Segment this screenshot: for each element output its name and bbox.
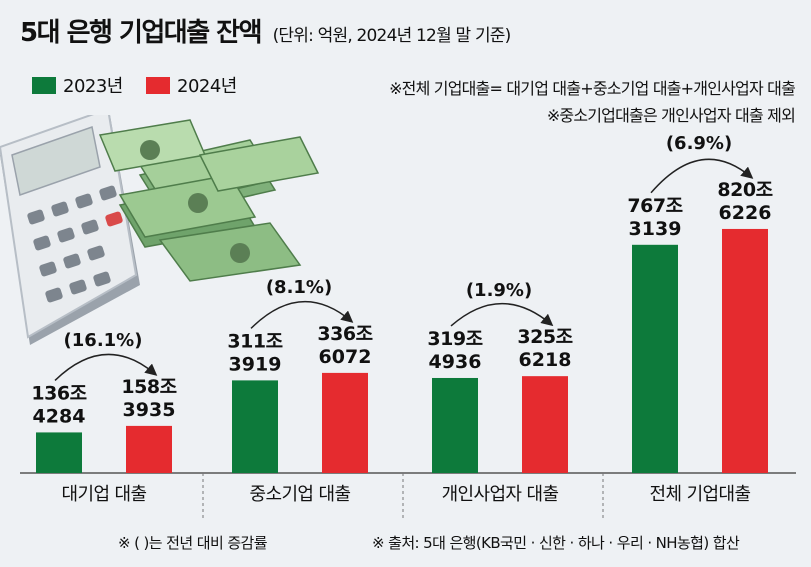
legend-label-2024: 2024년 (177, 76, 237, 97)
data-label: 3919 (229, 353, 282, 375)
category-label: 전체 기업대출 (650, 484, 751, 505)
bar (36, 432, 82, 473)
data-label: 3935 (123, 399, 176, 421)
bar (722, 228, 768, 473)
data-label: 158조 (121, 376, 176, 398)
legend-swatch-2023 (32, 76, 56, 94)
category-label: 개인사업자 대출 (442, 484, 559, 505)
bar (432, 377, 478, 473)
note-sme-definition: ※중소기업대출은 개인사업자 대출 제외 (546, 106, 796, 125)
bar (522, 376, 568, 473)
legend-swatch-2024 (146, 76, 170, 94)
data-label: 325조 (517, 326, 572, 348)
category-label: 중소기업 대출 (250, 484, 351, 505)
title-main: 5대 은행 기업대출 잔액 (20, 18, 263, 48)
growth-arrow (450, 302, 554, 327)
growth-label: (8.1%) (266, 277, 332, 298)
growth-label: (16.1%) (64, 330, 143, 351)
growth-label: (6.9%) (666, 133, 732, 154)
chart-title: 5대 은행 기업대출 잔액 (단위: 억원, 2024년 12월 말 기준) (20, 12, 512, 49)
data-label: 6072 (319, 346, 372, 368)
footnote-growth-rate: ※ ( )는 전년 대비 증감률 (118, 534, 268, 552)
calculator-money-illustration (0, 115, 320, 345)
bar (322, 372, 368, 473)
growth-arrow (650, 158, 754, 194)
data-label: 311조 (227, 330, 282, 352)
data-label: 136조 (31, 382, 86, 404)
bar (232, 380, 278, 473)
footnote-source: ※ 출처: 5대 은행(KB국민 · 신한 · 하나 · 우리 · NH농협) … (372, 534, 740, 552)
title-unit: (단위: 억원, 2024년 12월 말 기준) (272, 26, 512, 46)
data-label: 336조 (317, 323, 372, 345)
growth-arrow (250, 301, 354, 329)
data-label: 3139 (629, 218, 682, 240)
bar (632, 244, 678, 473)
legend-item-2024: 2024년 (146, 72, 237, 98)
data-label: 4284 (33, 405, 86, 427)
data-label: 6226 (719, 202, 772, 224)
banknote-stack-icon (98, 119, 320, 282)
legend-item-2023: 2023년 (32, 72, 123, 98)
data-label: 767조 (627, 195, 682, 217)
data-label: 6218 (519, 349, 572, 371)
data-label: 820조 (717, 179, 772, 201)
data-label: 319조 (427, 328, 482, 350)
data-label: 4936 (429, 351, 482, 373)
calculator-icon (0, 115, 140, 345)
bar (126, 425, 172, 473)
growth-label: (1.9%) (466, 280, 532, 301)
note-total-definition: ※전체 기업대출= 대기업 대출+중소기업 대출+개인사업자 대출 (389, 79, 796, 98)
category-label: 대기업 대출 (62, 484, 147, 505)
legend-label-2023: 2023년 (63, 76, 123, 97)
growth-arrow (54, 353, 158, 381)
